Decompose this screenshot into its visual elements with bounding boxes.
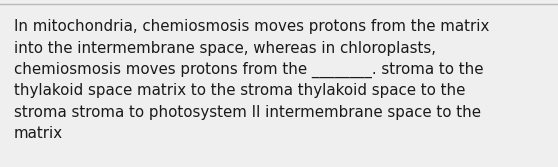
Text: stroma stroma to photosystem II intermembrane space to the: stroma stroma to photosystem II intermem… xyxy=(14,105,481,120)
Text: chemiosmosis moves protons from the ________. stroma to the: chemiosmosis moves protons from the ____… xyxy=(14,62,483,78)
Text: into the intermembrane space, whereas in chloroplasts,: into the intermembrane space, whereas in… xyxy=(14,41,436,55)
Text: In mitochondria, chemiosmosis moves protons from the matrix: In mitochondria, chemiosmosis moves prot… xyxy=(14,19,489,34)
Text: thylakoid space matrix to the stroma thylakoid space to the: thylakoid space matrix to the stroma thy… xyxy=(14,84,465,99)
Text: matrix: matrix xyxy=(14,126,63,141)
